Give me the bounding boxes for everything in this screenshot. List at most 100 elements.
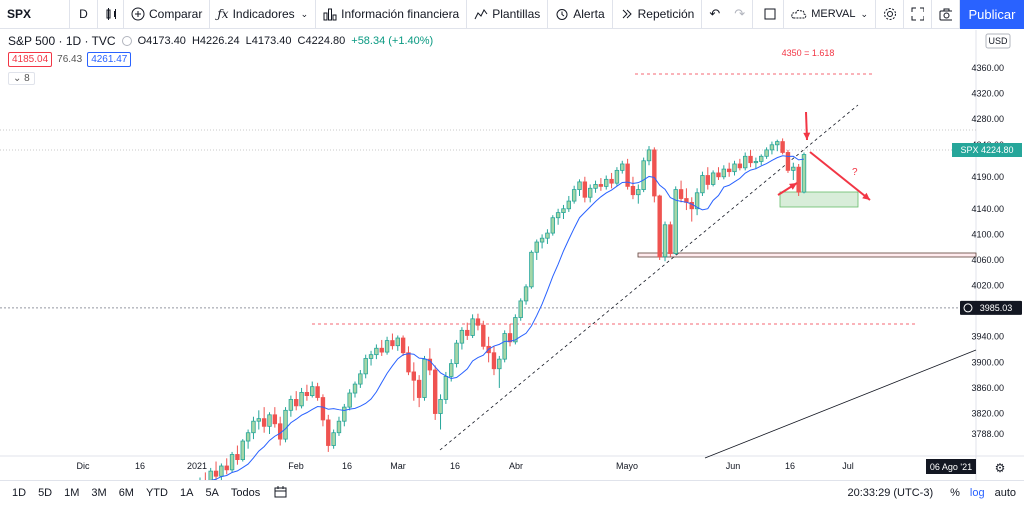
percent-toggle[interactable]: % — [950, 487, 960, 499]
time-tick-label: Feb — [288, 461, 304, 471]
candle-body — [721, 168, 727, 178]
symbol-search-button[interactable]: SPX — [0, 0, 70, 29]
price-tick-label: 4060.00 — [971, 255, 1004, 265]
range-button-ytd[interactable]: YTD — [145, 487, 168, 499]
fib-label: 4350 = 1.618 — [782, 48, 835, 58]
price-tick-label: 4100.00 — [971, 229, 1004, 239]
candle-body — [662, 224, 668, 258]
crosshair-date-tag — [926, 459, 976, 474]
sell-button[interactable]: 4185.04 — [8, 52, 53, 67]
candle-body — [598, 184, 604, 187]
cloud-icon — [791, 9, 807, 19]
candle-body — [384, 340, 390, 353]
compare-button[interactable]: Comparar — [124, 0, 211, 29]
gear-icon — [884, 8, 896, 20]
target-zone — [779, 191, 859, 208]
chevron-down-icon: ⌄ — [300, 8, 309, 19]
indicators-button[interactable]: ƒx Indicadores ⌄ — [210, 0, 317, 29]
candle-body — [427, 358, 433, 371]
interval-button[interactable]: D — [70, 0, 98, 29]
candle-body — [518, 300, 523, 318]
last-price-label: SPX 4224.80 — [960, 145, 1013, 155]
log-toggle[interactable]: log — [969, 487, 985, 499]
axis-settings-gear-icon[interactable]: ⚙ — [995, 461, 1006, 475]
publish-button[interactable]: Publicar — [960, 0, 1024, 29]
symbol-label: SPX — [7, 7, 32, 21]
candle-body — [785, 152, 791, 171]
buy-button[interactable]: 4261.47 — [87, 52, 132, 67]
range-button-1m[interactable]: 1M — [64, 487, 80, 499]
candle-body — [748, 155, 753, 164]
candle-body — [288, 399, 294, 411]
candle-body — [416, 379, 422, 398]
candle-body — [454, 342, 459, 365]
templates-button[interactable]: Plantillas — [467, 0, 549, 29]
market-status-icon — [121, 36, 132, 46]
candle-body — [780, 141, 785, 153]
price-tick-label: 4190.00 — [971, 172, 1004, 182]
candle-body — [625, 163, 630, 187]
candle-body — [571, 189, 577, 202]
layout-select-button[interactable] — [756, 0, 785, 29]
candle-body — [475, 318, 481, 326]
candle-body — [390, 340, 395, 347]
candle-body — [753, 161, 759, 164]
range-button-todos[interactable]: Todos — [230, 487, 261, 499]
series-title: S&P 500 · 1D · TVC — [8, 34, 116, 48]
candle-body — [737, 163, 743, 169]
alarm-clock-icon — [556, 9, 568, 20]
indicators-toggle[interactable]: ⌄ 8 — [8, 72, 35, 85]
candle-body — [245, 432, 251, 442]
time-tick-label: 2021 — [187, 461, 207, 471]
candle-body — [336, 420, 342, 434]
range-button-5d[interactable]: 5D — [38, 487, 53, 499]
price-tick-label: 4140.00 — [971, 204, 1004, 214]
interval-label: D — [79, 7, 88, 21]
candle-body — [251, 420, 256, 434]
candles-icon — [106, 8, 116, 20]
fullscreen-icon — [911, 7, 924, 21]
undo-icon: ↶ — [709, 6, 721, 21]
candle-body — [374, 347, 379, 356]
auto-toggle[interactable]: auto — [994, 487, 1016, 499]
candle-body — [636, 189, 641, 196]
top-toolbar: SPX D Comparar ƒx Indicadores ⌄ Informac… — [0, 0, 1024, 29]
clock-time[interactable]: 20:33:29 (UTC-3) — [847, 487, 934, 499]
alert-button[interactable]: Alerta — [548, 0, 613, 29]
undo-button[interactable]: ↶ — [702, 0, 727, 29]
layout-name-button[interactable]: MERVAL ⌄ — [784, 0, 876, 29]
fullscreen-button[interactable] — [904, 0, 932, 29]
candle-body — [545, 232, 550, 239]
chevron-down-icon: ⌄ — [13, 73, 22, 84]
open-value: O4173.40 — [137, 35, 186, 47]
chart-type-button[interactable] — [98, 0, 124, 29]
currency-label: USD — [988, 36, 1008, 46]
candle-body — [261, 418, 267, 427]
change-value: +58.34 (+1.40%) — [351, 35, 434, 47]
time-tick-label: Jun — [726, 461, 741, 471]
time-tick-label: Abr — [509, 461, 523, 471]
settings-button[interactable] — [876, 0, 904, 29]
candle-body — [668, 224, 673, 254]
range-button-5a[interactable]: 5A — [205, 487, 219, 499]
snapshot-button[interactable] — [932, 0, 960, 29]
candle-body — [502, 333, 507, 360]
candle-body — [352, 383, 358, 394]
templates-label: Plantillas — [492, 7, 541, 21]
candle-body — [726, 168, 732, 173]
time-tick-label: Dic — [77, 461, 90, 471]
range-button-1d[interactable]: 1D — [12, 487, 27, 499]
financials-button[interactable]: Información financiera — [316, 0, 468, 29]
price-chart[interactable]: 4350 = 1.618? 3788.00 3820.00 3860.00 3900.0… — [0, 30, 1024, 480]
range-button-1a[interactable]: 1A — [179, 487, 194, 499]
range-button-6m[interactable]: 6M — [118, 487, 134, 499]
candle-body — [315, 386, 320, 398]
candle-body — [652, 149, 657, 197]
arrow-forecast-head — [862, 192, 870, 200]
replay-button[interactable]: Repetición — [613, 0, 703, 29]
publish-label: Publicar — [968, 6, 1016, 22]
calendar-icon[interactable] — [274, 485, 287, 501]
range-button-3m[interactable]: 3M — [91, 487, 107, 499]
templates-icon — [474, 9, 488, 20]
redo-button[interactable]: ↷ — [727, 0, 754, 29]
